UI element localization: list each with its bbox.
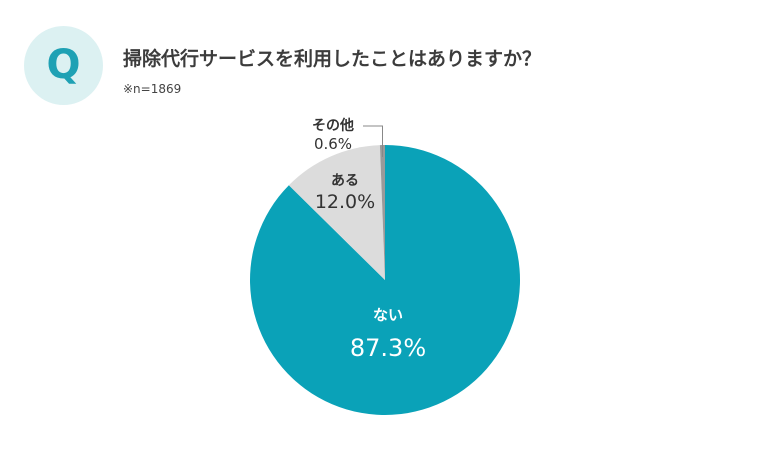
slice-value-other: 0.6% — [314, 135, 352, 153]
slice-label-other: その他 — [312, 117, 354, 134]
other-leader-line — [363, 125, 383, 157]
pie-slices — [250, 145, 521, 415]
slice-value-nai: 87.3% — [350, 334, 426, 362]
pie-slice-other — [379, 145, 385, 280]
slice-label-aru: ある — [331, 173, 359, 189]
question-badge-letter: Q — [46, 42, 81, 88]
question-badge: Q — [24, 26, 103, 105]
question-title: 掃除代行サービスを利用したことはありますか？ — [123, 48, 542, 70]
pie-slice-nai — [250, 145, 521, 415]
sample-size-note: ※n=1869 — [123, 82, 182, 96]
slice-label-nai: ない — [373, 306, 403, 324]
slice-value-aru: 12.0% — [315, 191, 375, 213]
pie-slice-aru — [288, 145, 385, 280]
